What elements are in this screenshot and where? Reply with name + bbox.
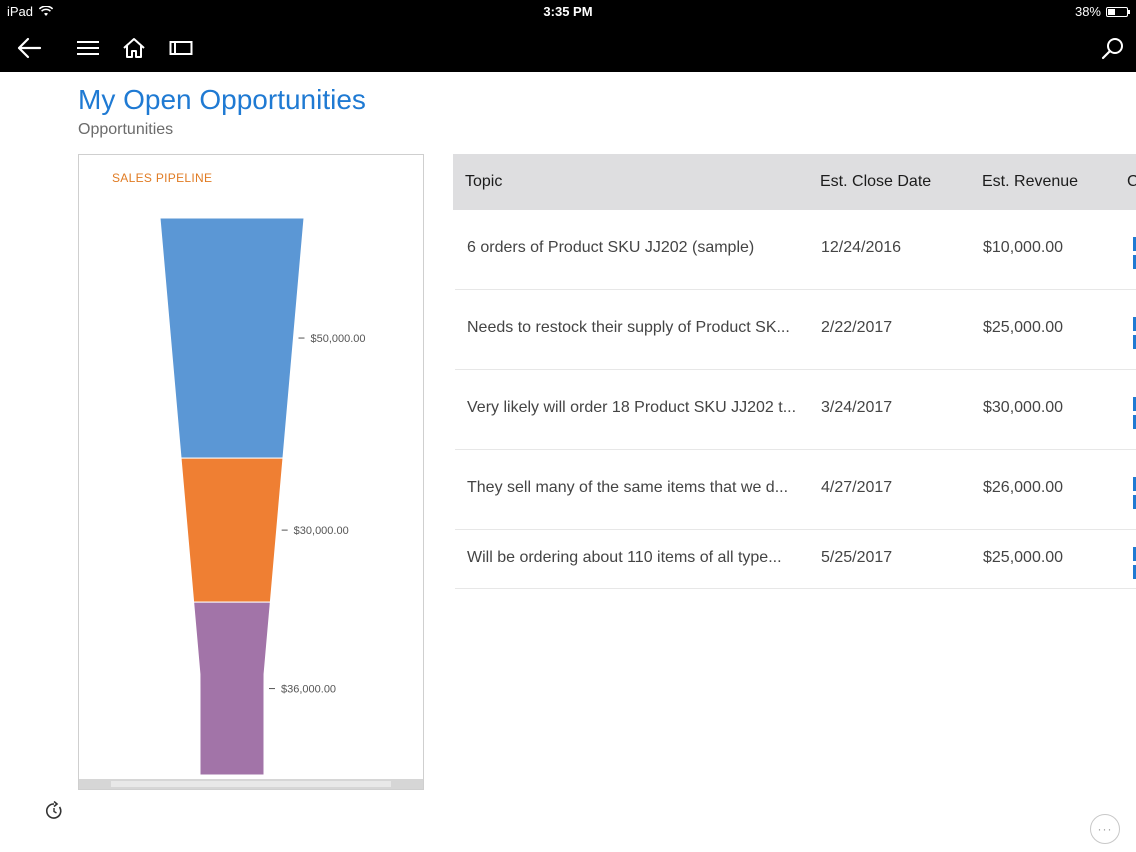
- home-icon: [123, 38, 145, 58]
- back-button[interactable]: [14, 34, 44, 62]
- revenue-cell: $25,000.00: [983, 549, 1064, 566]
- revenue-cell: $10,000.00: [983, 239, 1064, 256]
- table-row[interactable]: Needs to restock their supply of Product…: [455, 290, 1136, 370]
- close-date-cell: 5/25/2017: [821, 549, 893, 566]
- topic-cell: They sell many of the same items that we…: [467, 479, 789, 496]
- menu-button[interactable]: [73, 34, 103, 62]
- close-date-cell: 3/24/2017: [821, 399, 893, 416]
- table-row[interactable]: They sell many of the same items that we…: [455, 450, 1136, 530]
- chart-scrollbar-thumb[interactable]: [111, 781, 391, 787]
- truncated-column-cell: [1133, 477, 1136, 517]
- back-arrow-icon: [17, 37, 42, 59]
- revenue-cell: $26,000.00: [983, 479, 1064, 496]
- app-navbar: [0, 24, 1136, 72]
- opportunities-grid: Topic Est. Close Date Est. Revenue C 6 o…: [453, 154, 1136, 589]
- more-options-button[interactable]: ···: [1090, 814, 1120, 844]
- column-header-extra[interactable]: C: [1127, 173, 1136, 190]
- funnel-segment[interactable]: [159, 217, 305, 459]
- chart-scrollbar[interactable]: [79, 779, 423, 789]
- truncated-column-cell: [1133, 237, 1136, 277]
- close-date-cell: 12/24/2016: [821, 239, 902, 256]
- panel-button[interactable]: [166, 34, 196, 62]
- wifi-icon: [39, 6, 54, 16]
- status-time: 3:35 PM: [543, 4, 593, 19]
- page-subtitle: Opportunities: [78, 121, 174, 138]
- battery-icon: [1106, 6, 1130, 17]
- battery-percent: 38%: [1074, 4, 1101, 19]
- search-icon: [1101, 38, 1123, 60]
- sales-pipeline-chart[interactable]: SALES PIPELINE $50,000.00 $30,000.00 $36,0…: [78, 154, 424, 790]
- revenue-cell: $30,000.00: [983, 399, 1064, 416]
- close-date-cell: 2/22/2017: [821, 319, 893, 336]
- close-date-cell: 4/27/2017: [821, 479, 893, 496]
- topic-cell: Very likely will order 18 Product SKU JJ…: [467, 399, 797, 416]
- funnel-value-label: $36,000.00: [281, 684, 336, 696]
- device-name: iPad: [7, 4, 34, 19]
- search-button[interactable]: [1098, 34, 1128, 62]
- refresh-icon: [46, 800, 62, 819]
- truncated-column-cell: [1133, 397, 1136, 437]
- topic-cell: 6 orders of Product SKU JJ202 (sample): [467, 239, 755, 256]
- topic-cell: Needs to restock their supply of Product…: [467, 319, 790, 336]
- more-options-label: ···: [1097, 822, 1113, 836]
- home-button[interactable]: [119, 34, 149, 62]
- revenue-cell: $25,000.00: [983, 319, 1064, 336]
- column-header-revenue[interactable]: Est. Revenue: [982, 173, 1079, 190]
- funnel-segment[interactable]: [193, 601, 271, 776]
- panel-icon: [169, 41, 193, 55]
- grid-header: Topic Est. Close Date Est. Revenue C: [453, 154, 1136, 210]
- column-header-topic[interactable]: Topic: [465, 173, 503, 190]
- table-row[interactable]: Very likely will order 18 Product SKU JJ…: [455, 370, 1136, 450]
- page-title: My Open Opportunities: [78, 84, 366, 115]
- funnel-value-label: $50,000.00: [310, 333, 365, 345]
- column-header-close-date[interactable]: Est. Close Date: [820, 173, 932, 190]
- hamburger-menu-icon: [77, 41, 99, 55]
- topic-cell: Will be ordering about 110 items of all …: [467, 549, 782, 566]
- funnel-value-label: $30,000.00: [294, 525, 349, 537]
- funnel-chart: $50,000.00 $30,000.00 $36,000.00: [159, 217, 366, 776]
- refresh-button[interactable]: [44, 800, 64, 821]
- table-row[interactable]: Will be ordering about 110 items of all …: [455, 530, 1136, 589]
- truncated-column-cell: [1133, 317, 1136, 357]
- funnel-segment[interactable]: [180, 457, 284, 603]
- chart-title: SALES PIPELINE: [112, 171, 213, 185]
- table-row[interactable]: 6 orders of Product SKU JJ202 (sample) 12…: [455, 210, 1136, 290]
- status-bar: iPad 3:35 PM 38%: [0, 0, 1136, 24]
- grid-body: 6 orders of Product SKU JJ202 (sample) 12…: [453, 210, 1136, 589]
- truncated-column-cell: [1133, 547, 1136, 587]
